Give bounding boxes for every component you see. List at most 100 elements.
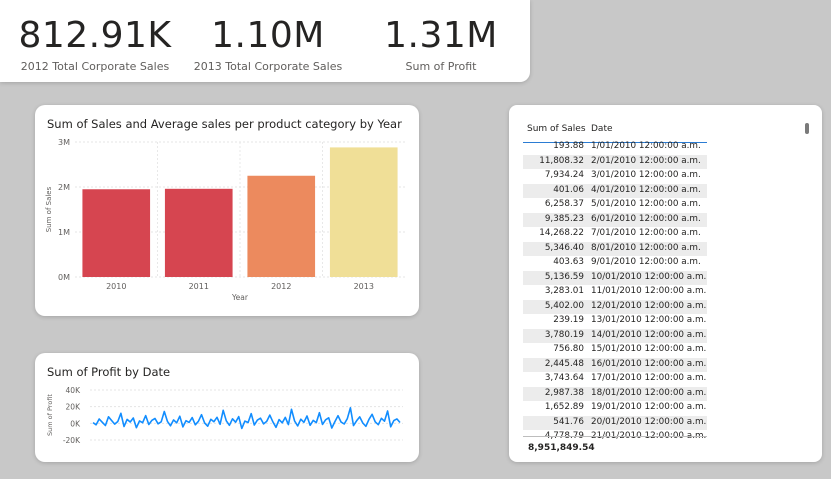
cell-date: 14/01/2010 12:00:00 a.m. [591, 329, 707, 340]
kpi-2013-sales[interactable]: 1.10M 2013 Total Corporate Sales [183, 14, 353, 73]
cell-date: 2/01/2010 12:00:00 a.m. [591, 155, 701, 166]
cell-sum-of-sales: 5,402.00 [544, 300, 584, 311]
y-axis-label: Sum of Sales [45, 186, 53, 232]
table-row[interactable]: 3,780.19 14/01/2010 12:00:00 a.m. [523, 328, 707, 343]
bar-2012 [247, 175, 316, 277]
bar-2010 [82, 189, 151, 277]
table-total-row: 8,951,849.54 [523, 436, 707, 457]
cell-date: 15/01/2010 12:00:00 a.m. [591, 344, 707, 354]
y-tick-label: 40K [66, 386, 82, 395]
table-row[interactable]: 4,778.79 21/01/2010 12:00:00 a.m. [523, 430, 707, 440]
cell-sum-of-sales: 403.63 [553, 257, 584, 267]
kpi-value: 1.31M [384, 15, 498, 56]
bar-chart-svg: 0M 1M 2M 3M 2010 2011 2012 2013 Year Sum of Sales [45, 138, 405, 302]
kpi-2012-sales[interactable]: 812.91K 2012 Total Corporate Sales [10, 14, 180, 73]
y-tick-label: 0M [58, 273, 70, 282]
table-row[interactable]: 5,346.40 8/01/2010 12:00:00 a.m. [523, 241, 707, 256]
cell-date: 21/01/2010 12:00:00 a.m. [591, 431, 707, 440]
table-row[interactable]: 5,136.59 10/01/2010 12:00:00 a.m. [523, 270, 707, 285]
kpi-label: Sum of Profit [405, 60, 477, 73]
x-axis-label: Year [231, 293, 249, 302]
cell-sum-of-sales: 3,283.01 [544, 286, 584, 296]
sales-by-year-chart[interactable]: 0M 1M 2M 3M 2010 2011 2012 2013 Year Sum of Sales… [35, 105, 419, 316]
cell-date: 13/01/2010 12:00:00 a.m. [591, 315, 707, 325]
y-tick-label: 0K [70, 419, 81, 428]
cell-date: 16/01/2010 12:00:00 a.m. [591, 358, 707, 369]
cell-date: 12/01/2010 12:00:00 a.m. [591, 300, 707, 311]
bar-2013 [329, 147, 398, 277]
cell-date: 4/01/2010 12:00:00 a.m. [591, 184, 701, 195]
table-row[interactable]: 2,987.38 18/01/2010 12:00:00 a.m. [523, 386, 707, 401]
scrollbar-thumb[interactable] [805, 123, 809, 134]
table-row[interactable]: 7,934.24 3/01/2010 12:00:00 a.m. [523, 169, 707, 184]
cell-date: 20/01/2010 12:00:00 a.m. [591, 416, 707, 427]
cell-sum-of-sales: 9,385.23 [544, 213, 584, 224]
cell-sum-of-sales: 7,934.24 [544, 170, 584, 180]
cell-date: 1/01/2010 12:00:00 a.m. [591, 141, 701, 151]
profit-by-date-chart[interactable]: 40K 20K 0K -20K Sum of Profit Sum of Profit … [35, 353, 419, 462]
table-row[interactable]: 3,743.64 17/01/2010 12:00:00 a.m. [523, 372, 707, 387]
cell-sum-of-sales: 2,987.38 [544, 387, 584, 398]
y-tick-label: -20K [63, 436, 81, 445]
table-row[interactable]: 193.88 1/01/2010 12:00:00 a.m. [523, 140, 707, 155]
cell-sum-of-sales: 6,258.37 [544, 199, 584, 209]
cell-sum-of-sales: 5,346.40 [544, 242, 584, 253]
cell-sum-of-sales: 3,743.64 [544, 373, 584, 383]
cell-sum-of-sales: 1,652.89 [544, 402, 584, 412]
table-row[interactable]: 5,402.00 12/01/2010 12:00:00 a.m. [523, 299, 707, 314]
cell-sum-of-sales: 756.80 [553, 344, 584, 354]
cell-sum-of-sales: 14,268.22 [539, 228, 584, 238]
cell-sum-of-sales: 401.06 [553, 184, 584, 195]
x-tick-label: 2012 [271, 282, 291, 291]
cell-sum-of-sales: 4,778.79 [544, 431, 584, 440]
table-row[interactable]: 401.06 4/01/2010 12:00:00 a.m. [523, 183, 707, 198]
table-row[interactable]: 756.80 15/01/2010 12:00:00 a.m. [523, 343, 707, 358]
table-row[interactable]: 2,445.48 16/01/2010 12:00:00 a.m. [523, 357, 707, 372]
cell-date: 3/01/2010 12:00:00 a.m. [591, 170, 701, 180]
y-axis-label: Sum of Profit [46, 394, 54, 436]
kpi-value: 812.91K [18, 15, 172, 56]
x-tick-label: 2013 [354, 282, 374, 291]
x-tick-label: 2010 [106, 282, 126, 291]
cell-sum-of-sales: 193.88 [553, 141, 584, 151]
line-chart-svg: 40K 20K 0K -20K Sum of Profit [46, 386, 403, 445]
table-row[interactable]: 14,268.22 7/01/2010 12:00:00 a.m. [523, 227, 707, 242]
chart-title: Sum of Profit by Date [47, 365, 171, 379]
cell-sum-of-sales: 2,445.48 [544, 358, 584, 369]
cell-date: 7/01/2010 12:00:00 a.m. [591, 228, 701, 238]
table-row[interactable]: 239.19 13/01/2010 12:00:00 a.m. [523, 314, 707, 329]
chart-title: Sum of Sales and Average sales per produ… [47, 117, 402, 131]
sales-table: Sum of Sales Date 193.88 1/01/2010 12:00:… [509, 105, 822, 462]
cell-date: 17/01/2010 12:00:00 a.m. [591, 373, 707, 383]
x-tick-label: 2011 [189, 282, 209, 291]
table-row[interactable]: 3,283.01 11/01/2010 12:00:00 a.m. [523, 285, 707, 300]
kpi-card: 812.91K 2012 Total Corporate Sales 1.10M… [0, 0, 530, 82]
cell-sum-of-sales: 239.19 [553, 315, 584, 325]
y-tick-label: 1M [58, 228, 70, 237]
table-body[interactable]: 193.88 1/01/2010 12:00:00 a.m. 11,808.32 2/… [523, 140, 707, 440]
cell-date: 6/01/2010 12:00:00 a.m. [591, 213, 701, 224]
cell-date: 5/01/2010 12:00:00 a.m. [591, 199, 701, 209]
table-row[interactable]: 11,808.32 2/01/2010 12:00:00 a.m. [523, 154, 707, 169]
kpi-label: 2013 Total Corporate Sales [193, 60, 343, 73]
table-header: Sum of Sales Date [523, 122, 707, 143]
table-row[interactable]: 541.76 20/01/2010 12:00:00 a.m. [523, 415, 707, 430]
table-row[interactable]: 9,385.23 6/01/2010 12:00:00 a.m. [523, 212, 707, 227]
table-row[interactable]: 1,652.89 19/01/2010 12:00:00 a.m. [523, 401, 707, 416]
kpi-label: 2012 Total Corporate Sales [20, 60, 170, 73]
cell-sum-of-sales: 5,136.59 [544, 271, 584, 282]
cell-sum-of-sales: 541.76 [553, 416, 584, 427]
table-row[interactable]: 403.63 9/01/2010 12:00:00 a.m. [523, 256, 707, 271]
cell-date: 9/01/2010 12:00:00 a.m. [591, 257, 701, 267]
table-row[interactable]: 6,258.37 5/01/2010 12:00:00 a.m. [523, 198, 707, 213]
y-tick-label: 20K [66, 403, 82, 412]
cell-date: 8/01/2010 12:00:00 a.m. [591, 242, 701, 253]
kpi-sum-of-profit[interactable]: 1.31M Sum of Profit [356, 14, 526, 73]
cell-sum-of-sales: 3,780.19 [544, 329, 584, 340]
cell-date: 11/01/2010 12:00:00 a.m. [591, 286, 707, 296]
column-header-sum-of-sales[interactable]: Sum of Sales [527, 124, 586, 134]
column-header-date[interactable]: Date [591, 124, 613, 134]
bar-2011 [164, 188, 233, 277]
cell-date: 10/01/2010 12:00:00 a.m. [591, 271, 707, 282]
table-total-value: 8,951,849.54 [528, 443, 595, 453]
